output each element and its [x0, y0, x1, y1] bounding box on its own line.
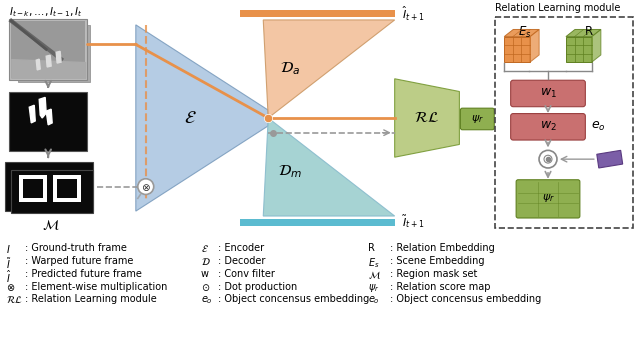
Text: : Ground-truth frame: : Ground-truth frame: [26, 243, 127, 254]
Polygon shape: [504, 29, 539, 37]
Polygon shape: [566, 29, 601, 37]
Text: $\mathcal{D}_m$: $\mathcal{D}_m$: [278, 163, 302, 180]
Text: R: R: [368, 243, 374, 254]
Text: $I$: $I$: [6, 243, 11, 256]
Text: : Decoder: : Decoder: [218, 256, 266, 266]
Bar: [12, 21, 84, 78]
Polygon shape: [596, 150, 623, 168]
Polygon shape: [263, 20, 395, 118]
Text: $\mathcal{D}$: $\mathcal{D}$: [200, 256, 210, 267]
Polygon shape: [592, 29, 601, 62]
Bar: [5, 162, 93, 211]
Bar: [504, 37, 530, 62]
Bar: [566, 37, 592, 62]
Text: : Relation Embedding: : Relation Embedding: [390, 243, 495, 254]
Text: $\mathcal{RL}$: $\mathcal{RL}$: [414, 111, 439, 125]
Bar: [19, 25, 90, 82]
Text: $\tilde{I}_{t+1}$: $\tilde{I}_{t+1}$: [402, 214, 424, 231]
Text: $\mathcal{D}_a$: $\mathcal{D}_a$: [280, 61, 300, 77]
Text: $\psi_r$: $\psi_r$: [541, 193, 554, 204]
Bar: [57, 179, 77, 198]
Circle shape: [138, 179, 154, 195]
Bar: [53, 175, 81, 202]
Bar: [12, 170, 93, 213]
Text: : Relation score map: : Relation score map: [390, 282, 490, 292]
Polygon shape: [56, 51, 61, 63]
Text: $w_1$: $w_1$: [540, 87, 557, 100]
Bar: [15, 23, 87, 80]
Bar: [241, 219, 395, 226]
Polygon shape: [46, 55, 51, 67]
Text: $\otimes$: $\otimes$: [141, 182, 150, 193]
Text: : Conv filter: : Conv filter: [218, 269, 275, 279]
Text: : Warped future frame: : Warped future frame: [26, 256, 134, 266]
Text: : Region mask set: : Region mask set: [390, 269, 477, 279]
FancyBboxPatch shape: [511, 114, 586, 140]
Text: Relation Learning module: Relation Learning module: [495, 3, 621, 13]
Text: $e_o$: $e_o$: [591, 120, 606, 133]
Text: $w_2$: $w_2$: [540, 120, 556, 133]
Bar: [23, 179, 44, 198]
Polygon shape: [29, 105, 35, 123]
Text: $\mathcal{RL}$: $\mathcal{RL}$: [6, 295, 23, 305]
Bar: [12, 21, 85, 78]
Polygon shape: [36, 59, 40, 70]
Text: $\otimes$: $\otimes$: [6, 282, 15, 293]
Text: $\mathcal{E}$: $\mathcal{E}$: [200, 243, 209, 255]
Text: $E_s$: $E_s$: [518, 25, 532, 40]
Text: : Object concensus embedding: : Object concensus embedding: [390, 295, 541, 304]
Text: $\hat{I}_{t+1}$: $\hat{I}_{t+1}$: [402, 5, 424, 23]
Text: $e_o$: $e_o$: [368, 295, 380, 306]
Polygon shape: [530, 29, 539, 62]
Text: R: R: [585, 25, 593, 38]
Bar: [495, 17, 632, 228]
Polygon shape: [46, 109, 52, 125]
Text: $\psi_r$: $\psi_r$: [471, 113, 484, 125]
Text: : Dot production: : Dot production: [218, 282, 298, 292]
Bar: [10, 19, 87, 80]
Text: $E_s$: $E_s$: [368, 256, 380, 270]
Text: : Encoder: : Encoder: [218, 243, 264, 254]
Text: $\mathcal{M}$: $\mathcal{M}$: [368, 269, 381, 281]
Text: : Scene Embedding: : Scene Embedding: [390, 256, 484, 266]
Polygon shape: [136, 25, 268, 211]
FancyBboxPatch shape: [460, 108, 494, 130]
Bar: [241, 10, 395, 17]
Text: : Object concensus embedding: : Object concensus embedding: [218, 295, 370, 304]
Circle shape: [539, 150, 557, 168]
Text: $I_{t-k},\ldots,I_{t-1},I_t$: $I_{t-k},\ldots,I_{t-1},I_t$: [10, 5, 83, 19]
Text: $e_o$: $e_o$: [200, 295, 212, 306]
Polygon shape: [39, 97, 46, 118]
Text: $\tilde{I}$: $\tilde{I}$: [6, 256, 12, 271]
Polygon shape: [395, 79, 460, 157]
Text: : Element-wise multiplication: : Element-wise multiplication: [26, 282, 168, 292]
Text: $\mathcal{M}$: $\mathcal{M}$: [42, 218, 60, 232]
Text: $\mathcal{E}$: $\mathcal{E}$: [184, 109, 197, 127]
Text: $\odot$: $\odot$: [200, 282, 210, 293]
FancyBboxPatch shape: [516, 180, 580, 218]
Text: w: w: [200, 269, 209, 279]
Text: : Predicted future frame: : Predicted future frame: [26, 269, 142, 279]
Bar: [10, 93, 87, 151]
FancyBboxPatch shape: [511, 80, 586, 107]
Text: : Relation Learning module: : Relation Learning module: [26, 295, 157, 304]
Polygon shape: [263, 118, 395, 216]
Text: $\psi_r$: $\psi_r$: [368, 282, 380, 294]
Text: $\hat{I}$: $\hat{I}$: [6, 269, 12, 285]
Bar: [19, 175, 47, 202]
